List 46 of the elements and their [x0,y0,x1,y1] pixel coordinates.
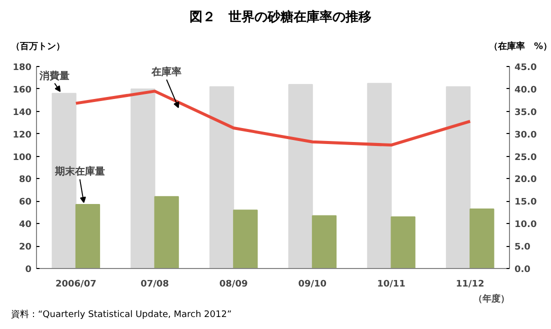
x-tick-label: 09/10 [298,280,327,290]
y2-axis-title: （在庫率 %） [488,41,551,54]
y2-tick-label: 40.0 [514,85,537,96]
text: 資料：“Quarterly Statistical Update, March 2012” [11,309,232,322]
y2-tick-label: 25.0 [514,152,537,163]
chart-title: 図２ 世界の砂糖在庫率の推移 [190,8,372,27]
y-tick-label: 100 [12,152,32,163]
y-tick-label: 80 [18,175,32,186]
bar [312,215,337,268]
y-tick-label: 120 [12,130,32,140]
y2-tick-label: 5.0 [514,242,530,253]
y2-tick-label: 0.0 [514,265,530,275]
x-tick-label: 08/09 [219,280,248,290]
bar [154,196,179,268]
y-tick-label: 180 [12,63,32,73]
y2-tick-label: 30.0 [514,130,537,140]
x-tick-label: 11/12 [456,280,484,290]
series-label: 消費量 [38,70,70,82]
bar [130,88,156,268]
bar [209,86,234,268]
bar [75,204,100,268]
x-axis-title: （年度） [474,294,510,304]
bar [367,82,392,268]
y2-tick-label: 15.0 [514,198,537,208]
bar [446,86,471,268]
bar [288,84,313,268]
y2-tick-label: 20.0 [514,175,537,186]
bar [233,210,258,268]
y-tick-label: 140 [12,108,32,118]
y-tick-label: 40 [18,220,32,230]
y-tick-label: 20 [18,242,32,253]
x-tick-label: 2006/07 [55,280,96,290]
x-tick-label: 07/08 [140,280,169,290]
bar [390,216,416,268]
text: 期末在庫量 [54,166,105,178]
series-label: 在庫率 [150,66,182,78]
y2-tick-label: 35.0 [514,108,537,118]
bar [470,208,494,268]
y-tick-label: 60 [18,198,32,208]
y2-tick-label: 45.0 [514,63,537,73]
x-tick-label: 10/11 [377,280,406,290]
y2-tick-label: 10.0 [514,220,537,230]
y-axis-title: （百万トン） [11,41,65,54]
y-tick-label: 160 [12,85,32,96]
line-series [74,90,472,147]
y-tick-label: 0 [25,265,32,275]
